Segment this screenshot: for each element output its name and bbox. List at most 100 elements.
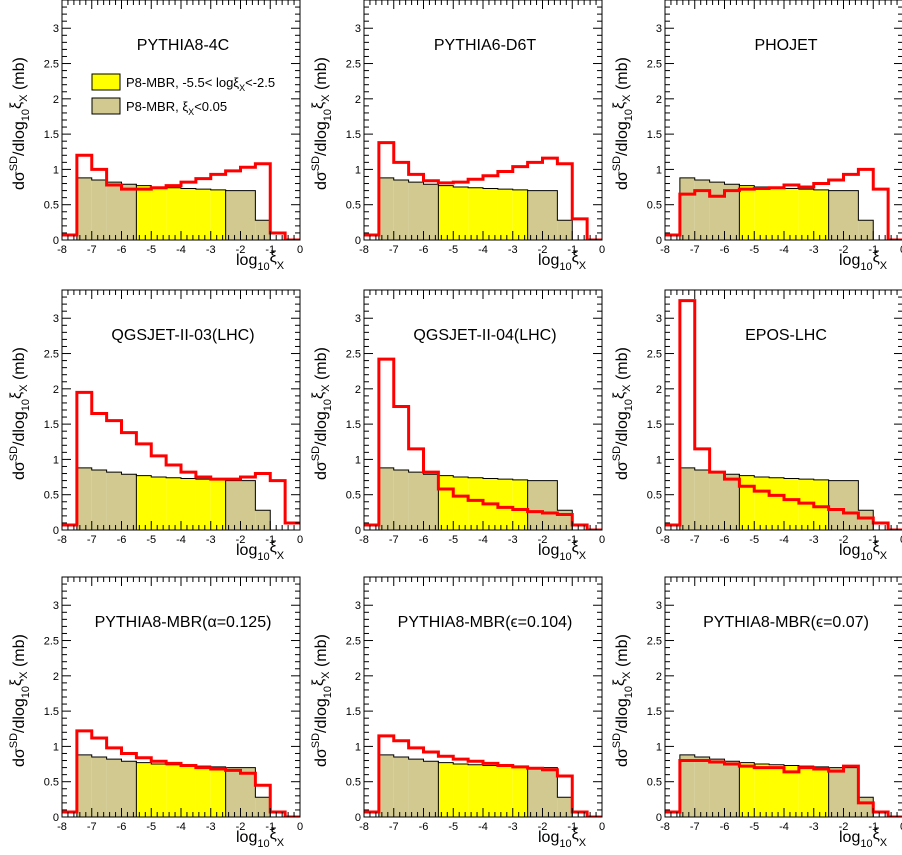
y-axis-label: dσSD/dlog10ξX (mb) xyxy=(310,57,334,190)
x-tick-label: -3 xyxy=(508,821,518,833)
histogram-bar xyxy=(828,480,844,530)
y-tick-label: 1.5 xyxy=(346,706,361,718)
panel-title: PYTHIA6-D6T xyxy=(434,37,536,54)
histogram-bar xyxy=(754,764,770,817)
histogram-bar xyxy=(136,185,152,240)
y-tick-label: 0 xyxy=(355,812,361,824)
x-tick-label: -7 xyxy=(690,534,700,546)
x-tick-label: -1 xyxy=(265,534,275,546)
x-tick-label: -3 xyxy=(508,244,518,256)
histogram-bar xyxy=(106,759,122,817)
x-tick-label: -6 xyxy=(117,244,127,256)
x-tick-label: -5 xyxy=(448,244,458,256)
x-tick-label: -1 xyxy=(567,534,577,546)
plot-area xyxy=(665,299,902,530)
histogram-bar xyxy=(166,764,181,817)
mbr-outline xyxy=(62,177,300,240)
histogram-bar xyxy=(91,470,107,530)
legend-label: P8-MBR, ξX<0.05 xyxy=(126,99,227,117)
y-tick-label: 2 xyxy=(656,671,662,683)
y-tick-label: 0.5 xyxy=(647,490,662,502)
histogram-bar xyxy=(121,474,137,530)
y-tick-label: 2.5 xyxy=(647,636,662,648)
histogram-bar xyxy=(739,475,755,530)
histogram-bar xyxy=(453,187,469,240)
x-tick-label: -7 xyxy=(87,244,97,256)
model-histogram xyxy=(62,390,300,527)
x-tick-label: 0 xyxy=(297,821,303,833)
histogram-bar xyxy=(754,477,770,530)
panel-title: PHOJET xyxy=(754,37,817,54)
y-tick-label: 1.5 xyxy=(647,706,662,718)
y-tick-label: 1.5 xyxy=(346,419,361,431)
histogram-bar xyxy=(240,480,256,530)
y-tick-label: 1.5 xyxy=(44,706,59,718)
histogram-bar xyxy=(813,766,829,817)
x-tick-label: -8 xyxy=(660,821,670,833)
histogram-bar xyxy=(769,764,784,817)
mbr-outline xyxy=(364,467,602,530)
histogram-bar xyxy=(151,477,167,530)
histogram-bar xyxy=(166,187,181,240)
model-histogram xyxy=(364,734,602,817)
histogram-bar xyxy=(769,477,784,530)
histogram-bar xyxy=(813,479,829,530)
x-tick-label: -5 xyxy=(146,821,156,833)
x-tick-label: -2 xyxy=(236,821,246,833)
x-axis-label: log10ξX xyxy=(236,826,285,850)
histogram-bar xyxy=(408,759,424,817)
histogram-bar xyxy=(240,190,256,240)
histogram-bar xyxy=(828,190,844,240)
y-tick-label: 2.5 xyxy=(346,636,361,648)
x-tick-label: -6 xyxy=(419,244,429,256)
histogram-bar xyxy=(724,474,740,530)
x-tick-label: -8 xyxy=(660,534,670,546)
histogram-bar xyxy=(858,510,874,530)
panel-title: PYTHIA8-MBR(ϵ=0.104) xyxy=(398,614,573,631)
model-histogram xyxy=(62,153,300,240)
x-tick-label: -5 xyxy=(749,821,759,833)
histogram-bar xyxy=(378,177,394,240)
histogram-bar xyxy=(378,754,394,817)
histogram-bar xyxy=(527,190,543,240)
x-tick-label: -5 xyxy=(146,534,156,546)
x-tick-label: 0 xyxy=(900,244,902,256)
y-tick-label: 2.5 xyxy=(44,59,59,71)
histogram-bar xyxy=(195,479,211,530)
x-tick-label: -1 xyxy=(567,244,577,256)
x-tick-label: -3 xyxy=(206,821,216,833)
y-tick-label: 0.5 xyxy=(346,200,361,212)
x-tick-label: -7 xyxy=(87,534,97,546)
y-tick-label: 1 xyxy=(53,454,59,466)
x-tick-label: -3 xyxy=(809,244,819,256)
chart-panel: -8 -7 -6 -5 -4 -3 -2 -1 0 0 0.5 1 1.5 2 2.5 3 log10ξX dσS… xyxy=(310,0,605,273)
x-tick-label: -7 xyxy=(389,244,399,256)
y-axis-label: dσSD/dlog10ξX (mb) xyxy=(310,634,334,767)
histogram-bar xyxy=(843,480,859,530)
y-tick-label: 0 xyxy=(355,235,361,247)
histogram-bar xyxy=(121,184,137,240)
histogram-bar xyxy=(813,189,829,240)
y-tick-label: 0.5 xyxy=(647,777,662,789)
x-tick-label: -4 xyxy=(176,244,186,256)
histogram-bar xyxy=(497,189,513,240)
histogram-bar xyxy=(843,767,859,817)
histogram-bar xyxy=(754,187,770,240)
y-tick-label: 3 xyxy=(53,600,59,612)
x-tick-label: -5 xyxy=(749,534,759,546)
histogram-bar xyxy=(724,184,740,240)
plot-area xyxy=(62,153,300,240)
y-axis-label: dσSD/dlog10ξX (mb) xyxy=(8,347,32,480)
y-tick-label: 0.5 xyxy=(44,490,59,502)
x-tick-label: 0 xyxy=(900,821,902,833)
histogram-bar xyxy=(121,761,137,817)
histogram-bar xyxy=(709,472,725,530)
histogram-bar xyxy=(423,184,439,240)
x-tick-label: -5 xyxy=(146,244,156,256)
y-tick-label: 2.5 xyxy=(346,59,361,71)
histogram-bar xyxy=(378,467,394,530)
x-tick-label: -3 xyxy=(206,244,216,256)
plot-area xyxy=(364,141,602,240)
chart-panel: -8 -7 -6 -5 -4 -3 -2 -1 0 0 0.5 1 1.5 2 2.5 3 log10ξX dσS… xyxy=(611,576,902,850)
